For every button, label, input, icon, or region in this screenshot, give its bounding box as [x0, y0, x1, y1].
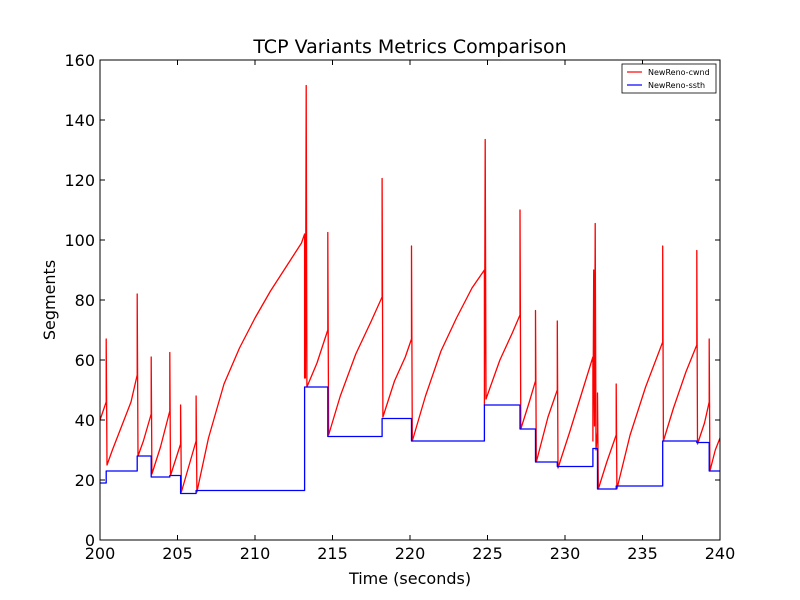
y-tick-label: 120	[64, 171, 95, 190]
legend-label-cwnd: NewReno-cwnd	[648, 68, 710, 77]
y-tick-label: 40	[75, 411, 95, 430]
y-tick-label: 60	[75, 351, 95, 370]
chart-title: TCP Variants Metrics Comparison	[252, 36, 566, 58]
y-tick-label: 0	[85, 531, 95, 550]
x-tick-label: 205	[162, 544, 193, 563]
y-axis-title: Segments	[40, 260, 59, 340]
x-tick-label: 235	[627, 544, 658, 563]
y-tick-label: 160	[64, 51, 95, 70]
x-ticks: 200 205 210 215 220 225 230 235 240	[85, 60, 736, 563]
y-tick-label: 80	[75, 291, 95, 310]
y-tick-label: 20	[75, 471, 95, 490]
y-ticks: 0 20 40 60 80 100 120 140 160	[64, 51, 720, 550]
series-line-cwnd	[99, 84, 721, 493]
plot-lines	[99, 84, 721, 495]
x-tick-label: 200	[85, 544, 116, 563]
x-tick-label: 220	[395, 544, 426, 563]
series-line-ssth	[100, 386, 720, 495]
x-tick-label: 230	[550, 544, 581, 563]
x-axis-title: Time (seconds)	[348, 569, 471, 588]
y-tick-label: 100	[64, 231, 95, 250]
y-tick-label: 140	[64, 111, 95, 130]
legend-label-ssth: NewReno-ssth	[648, 81, 705, 90]
x-tick-label: 210	[240, 544, 271, 563]
x-tick-label: 225	[472, 544, 503, 563]
x-tick-label: 215	[317, 544, 348, 563]
x-tick-label: 240	[705, 544, 736, 563]
legend: NewReno-cwnd NewReno-ssth	[621, 63, 717, 94]
legend-box	[621, 63, 717, 94]
